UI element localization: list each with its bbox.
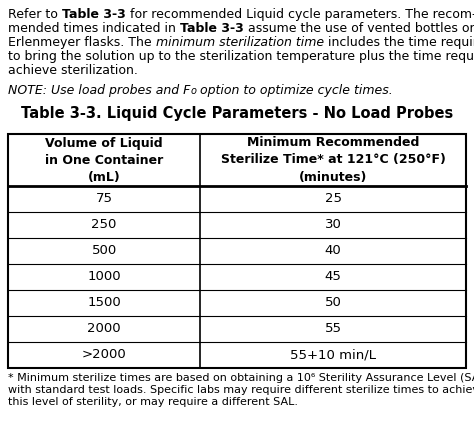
- Text: 2000: 2000: [87, 322, 121, 335]
- Text: to bring the solution up to the sterilization temperature plus the time required: to bring the solution up to the steriliz…: [8, 50, 474, 63]
- Text: with standard test loads. Specific labs may require different sterilize times to: with standard test loads. Specific labs …: [8, 385, 474, 395]
- Bar: [8, 134, 466, 368]
- Text: 1000: 1000: [87, 271, 121, 284]
- Text: achieve sterilization.: achieve sterilization.: [8, 64, 138, 77]
- Text: 500: 500: [91, 244, 117, 257]
- Text: for recommended Liquid cycle parameters. The recom-: for recommended Liquid cycle parameters.…: [126, 8, 474, 21]
- Text: o: o: [191, 86, 196, 96]
- Text: mended times indicated in: mended times indicated in: [8, 22, 180, 35]
- Text: 75: 75: [96, 193, 113, 206]
- Text: 250: 250: [91, 219, 117, 231]
- Text: 55+10 min/L: 55+10 min/L: [290, 348, 376, 362]
- Text: Minimum Recommended
Sterilize Time* at 121°C (250°F)
(minutes): Minimum Recommended Sterilize Time* at 1…: [221, 136, 446, 183]
- Text: 40: 40: [325, 244, 342, 257]
- Text: Table 3-3: Table 3-3: [62, 8, 126, 21]
- Text: assume the use of vented bottles or: assume the use of vented bottles or: [244, 22, 474, 35]
- Text: Erlenmeyer flasks. The: Erlenmeyer flasks. The: [8, 36, 155, 49]
- Text: * Minimum sterilize times are based on obtaining a 10⁶ Sterility Assurance Level: * Minimum sterilize times are based on o…: [8, 373, 474, 383]
- Text: 50: 50: [325, 297, 342, 310]
- Text: minimum sterilization time: minimum sterilization time: [155, 36, 324, 49]
- Text: Volume of Liquid
in One Container
(mL): Volume of Liquid in One Container (mL): [45, 136, 164, 183]
- Text: 25: 25: [325, 193, 342, 206]
- Text: 45: 45: [325, 271, 342, 284]
- Text: Table 3-3. Liquid Cycle Parameters - No Load Probes: Table 3-3. Liquid Cycle Parameters - No …: [21, 106, 453, 121]
- Text: NOTE: Use load probes and F: NOTE: Use load probes and F: [8, 84, 191, 97]
- Text: Refer to: Refer to: [8, 8, 62, 21]
- Text: option to optimize cycle times.: option to optimize cycle times.: [196, 84, 393, 97]
- Text: this level of sterility, or may require a different SAL.: this level of sterility, or may require …: [8, 397, 298, 407]
- Text: 30: 30: [325, 219, 342, 231]
- Text: Table 3-3: Table 3-3: [180, 22, 244, 35]
- Text: 55: 55: [325, 322, 342, 335]
- Text: 1500: 1500: [87, 297, 121, 310]
- Text: includes the time required: includes the time required: [324, 36, 474, 49]
- Text: >2000: >2000: [82, 348, 127, 362]
